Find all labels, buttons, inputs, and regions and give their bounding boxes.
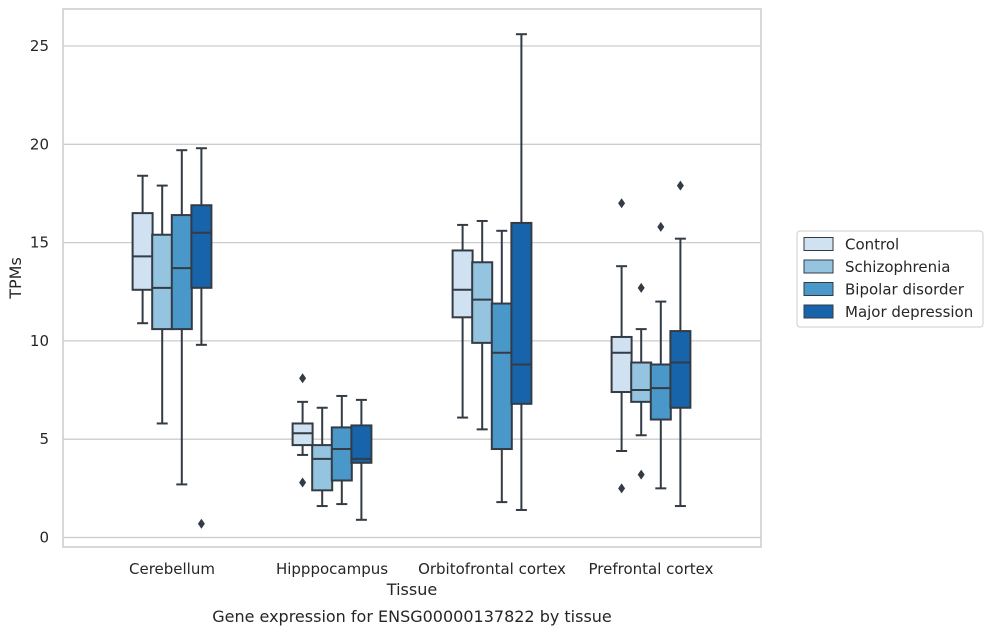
box-0-1: [151, 184, 174, 425]
legend-swatch: [803, 282, 834, 296]
x-tick-labels: Cerebellum Hipppocampus Orbitofrontal cort…: [129, 560, 714, 578]
box-0-0: [131, 174, 154, 325]
box-2-0: [451, 223, 474, 419]
y-axis-label: TPMs: [6, 257, 25, 300]
box-1-1: [311, 406, 334, 508]
y-tick-label-5: 5: [39, 430, 49, 448]
x-tick-label: Orbitofrontal cortex: [418, 560, 566, 578]
legend-swatch: [803, 259, 834, 274]
chart-caption: Gene expression for ENSG00000137822 by t…: [212, 607, 612, 626]
legend-label: Bipolar disorder: [845, 281, 965, 299]
outlier-point: [299, 477, 307, 488]
box-2-2: [490, 229, 513, 504]
box-1-3: [350, 398, 373, 521]
box-iqr: [350, 424, 373, 464]
legend-label: Major depression: [845, 303, 973, 321]
outlier-point: [657, 221, 665, 232]
box-1-2: [330, 394, 353, 506]
box-iqr: [451, 249, 474, 319]
outlier-point: [637, 282, 645, 293]
box-iqr: [190, 204, 213, 289]
x-axis-label: Tissue: [386, 580, 437, 599]
box-iqr: [330, 426, 353, 482]
box-iqr: [649, 363, 672, 421]
box-iqr: [170, 214, 193, 331]
legend-swatch: [803, 304, 834, 319]
outlier-point: [299, 373, 307, 384]
legend: Control Schizophrenia Bipolar disorder Majo…: [796, 230, 984, 328]
legend-label: Schizophrenia: [845, 258, 950, 276]
box-iqr: [510, 221, 533, 405]
box-2-3: [510, 33, 533, 511]
box-iqr: [471, 261, 494, 344]
box-3-3: [669, 180, 692, 508]
box-plot-series: [131, 33, 692, 529]
box-0-3: [190, 147, 213, 529]
box-iqr: [669, 330, 692, 409]
y-tick-label-15: 15: [30, 234, 49, 252]
outlier-point: [618, 198, 626, 209]
outlier-point: [676, 180, 684, 191]
x-tick-label: Prefrontal cortex: [589, 560, 714, 578]
y-tick-label-10: 10: [30, 332, 49, 350]
y-tick-label-20: 20: [30, 135, 49, 153]
x-tick-label: Hipppocampus: [276, 560, 388, 578]
legend-label: Control: [845, 236, 899, 254]
box-2-1: [471, 219, 494, 431]
box-iqr: [630, 361, 653, 403]
box-iqr: [151, 233, 174, 331]
box-1-0: [291, 373, 314, 488]
box-iqr: [490, 302, 513, 451]
legend-frame: [796, 230, 984, 328]
x-tick-label: Cerebellum: [129, 560, 215, 578]
outlier-point: [618, 483, 626, 494]
outlier-point: [197, 518, 205, 529]
y-tick-label-0: 0: [39, 529, 49, 547]
box-3-2: [649, 221, 672, 490]
legend-swatch: [803, 237, 834, 251]
outlier-point: [637, 469, 645, 480]
plot-frame: [62, 8, 762, 548]
y-tick-labels: 0 5 10 15 20 25: [30, 37, 49, 547]
box-iqr: [131, 212, 154, 291]
box-iqr: [610, 335, 633, 394]
box-3-1: [630, 282, 653, 480]
box-iqr: [311, 444, 334, 492]
box-0-2: [170, 149, 193, 486]
y-tick-label-25: 25: [30, 37, 49, 55]
